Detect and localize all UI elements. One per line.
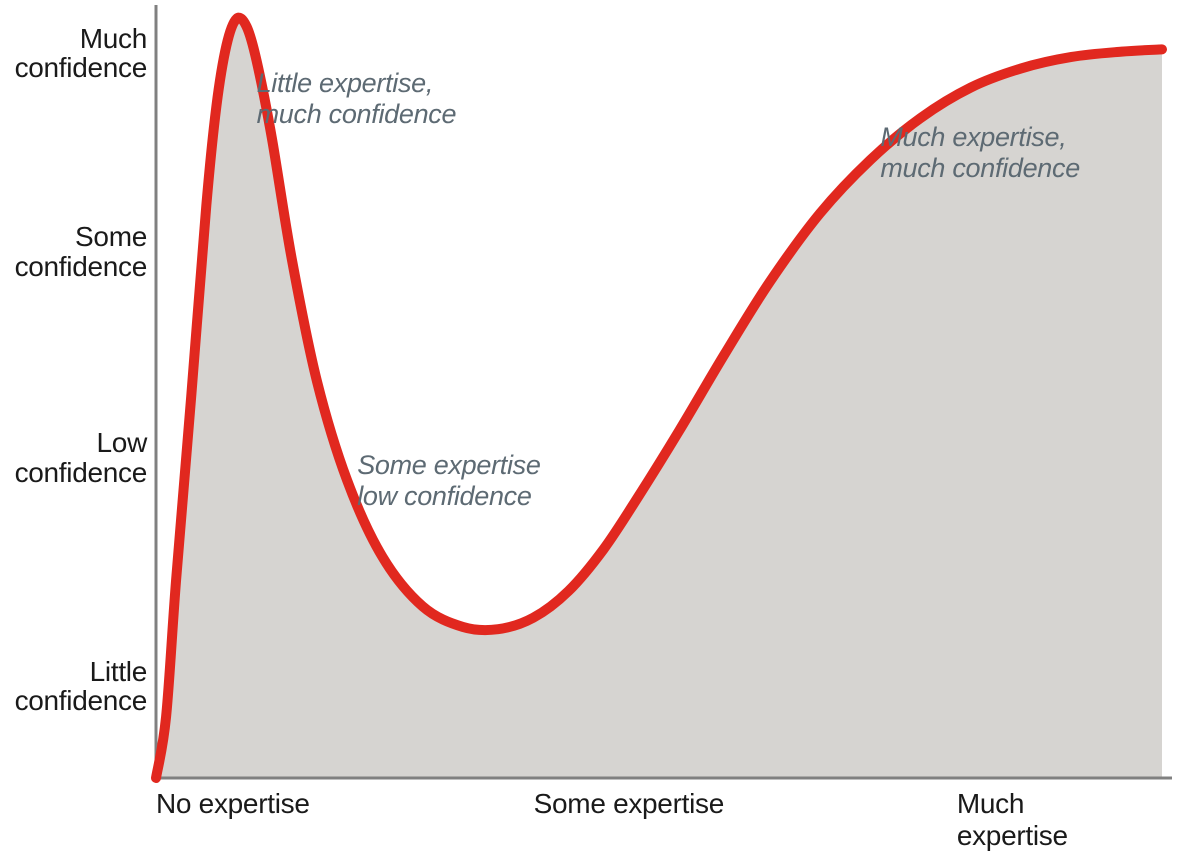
y-tick-label: Low confidence — [15, 428, 147, 487]
y-tick-label: Much confidence — [15, 24, 147, 83]
annotation-label: Much expertise, much confidence — [880, 122, 1080, 184]
x-tick-label: Some expertise — [534, 788, 724, 820]
y-tick-label: Little confidence — [15, 657, 147, 716]
annotation-label: Some expertise low confidence — [357, 450, 540, 512]
annotation-label: Little expertise, much confidence — [257, 68, 457, 130]
y-tick-label: Some confidence — [15, 222, 147, 281]
x-tick-label: Much expertise — [957, 788, 1106, 852]
dunning-kruger-chart: Much confidence Some confidence Low confid… — [0, 0, 1180, 846]
x-tick-label: No expertise — [156, 788, 310, 820]
